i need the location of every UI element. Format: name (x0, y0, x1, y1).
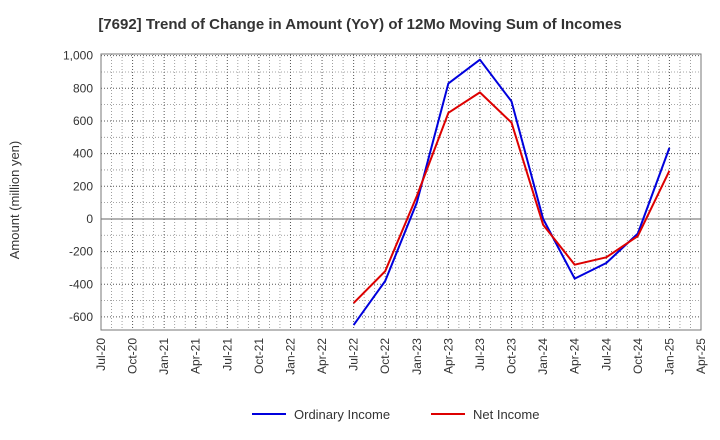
y-tick-label: 0 (86, 212, 93, 226)
series-line-net-income (352, 91, 671, 304)
x-tick-label: Oct-21 (252, 338, 266, 374)
x-tick-label: Apr-25 (694, 338, 708, 374)
x-tick-label: Apr-21 (189, 338, 203, 374)
x-tick-label: Jan-24 (536, 338, 550, 375)
x-tick-label: Jan-23 (410, 338, 424, 375)
legend-label-ordinary-income: Ordinary Income (294, 407, 390, 422)
plot-border (100, 53, 702, 331)
x-tick-label: Oct-23 (505, 338, 519, 374)
x-tick-label: Jul-20 (94, 338, 108, 371)
x-tick-label: Oct-22 (378, 338, 392, 374)
y-tick-labels: -600 -400 -200 0 200 400 600 800 1,000 (63, 49, 93, 324)
y-tick-label: -200 (69, 245, 93, 259)
legend-label-net-income: Net Income (473, 407, 539, 422)
y-tick-label: 200 (73, 179, 93, 193)
y-tick-label: 800 (73, 81, 93, 95)
x-tick-label: Apr-22 (315, 338, 329, 374)
y-tick-label: -400 (69, 277, 93, 291)
x-tick-label: Oct-20 (126, 338, 140, 374)
x-tick-label: Jan-22 (283, 338, 297, 375)
legend: Ordinary Income Net Income (252, 407, 539, 422)
y-tick-label: -600 (69, 310, 93, 324)
x-tick-label: Apr-24 (568, 338, 582, 374)
chart-title: [7692] Trend of Change in Amount (YoY) o… (98, 16, 622, 33)
plot-area (101, 54, 701, 330)
x-tick-label: Jan-21 (157, 338, 171, 375)
y-tick-label: 1,000 (63, 49, 93, 63)
y-tick-label: 400 (73, 147, 93, 161)
series-lines (352, 58, 671, 326)
x-tick-label: Apr-23 (441, 338, 455, 374)
y-axis-label: Amount (million yen) (7, 141, 22, 260)
x-tick-label: Oct-24 (631, 338, 645, 374)
grid (100, 54, 702, 330)
x-tick-label: Jul-24 (599, 338, 613, 371)
y-tick-label: 600 (73, 114, 93, 128)
x-tick-label: Jul-22 (347, 338, 361, 371)
x-tick-label: Jul-23 (473, 338, 487, 371)
x-tick-labels: Jul-20 Oct-20 Jan-21 Apr-21 Jul-21 Oct-21 Jan-… (94, 338, 708, 375)
x-tick-label: Jan-25 (662, 338, 676, 375)
x-tick-label: Jul-21 (220, 338, 234, 371)
series-line-ordinary-income (352, 58, 671, 326)
